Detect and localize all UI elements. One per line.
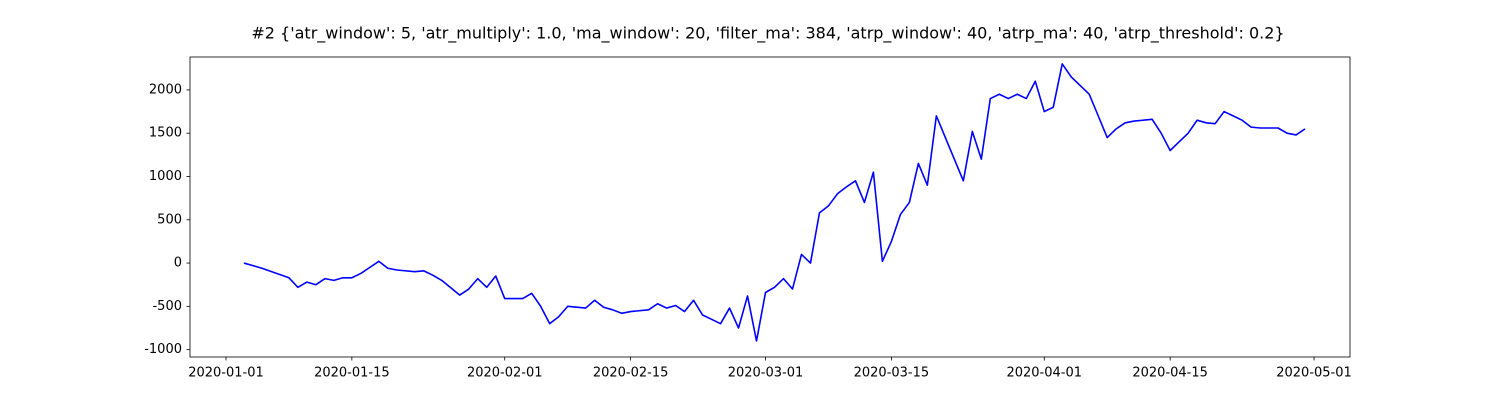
x-tick-label: 2020-01-15 bbox=[314, 366, 390, 381]
y-tick-label: -1000 bbox=[144, 342, 182, 357]
x-tick-label: 2020-05-01 bbox=[1276, 366, 1352, 381]
x-tick-label: 2020-04-15 bbox=[1132, 366, 1208, 381]
y-tick-label: -500 bbox=[152, 299, 182, 314]
y-tick-label: 500 bbox=[157, 212, 182, 227]
chart-title: #2 {'atr_window': 5, 'atr_multiply': 1.0… bbox=[251, 24, 1284, 44]
y-tick-label: 1000 bbox=[149, 169, 182, 184]
axes-frame bbox=[189, 56, 1351, 358]
x-tick-label: 2020-03-01 bbox=[728, 366, 804, 381]
y-tick-label: 1500 bbox=[149, 126, 182, 141]
y-tick-label: 2000 bbox=[149, 82, 182, 97]
y-tick-label: 0 bbox=[174, 256, 182, 271]
x-tick-label: 2020-01-01 bbox=[188, 366, 264, 381]
x-tick-label: 2020-03-15 bbox=[854, 366, 930, 381]
x-tick-label: 2020-02-01 bbox=[467, 366, 543, 381]
line bbox=[243, 63, 1306, 342]
x-tick-label: 2020-04-01 bbox=[1006, 366, 1082, 381]
x-tick-label: 2020-02-15 bbox=[593, 366, 669, 381]
